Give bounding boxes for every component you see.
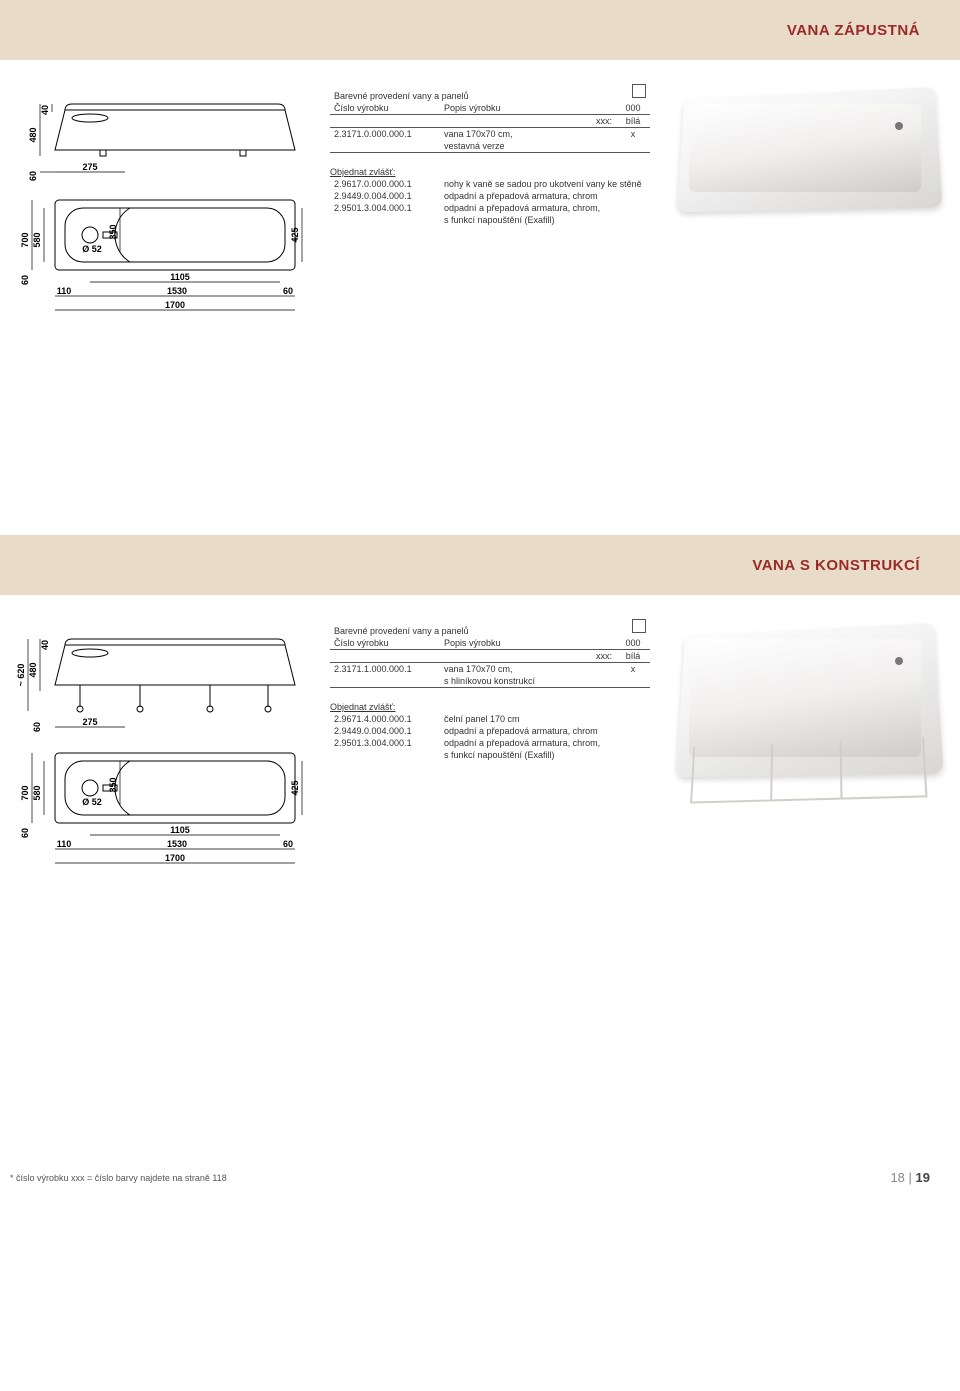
- svg-text:275: 275: [82, 162, 97, 172]
- col-desc: Popis výrobku: [440, 637, 616, 650]
- table-row: 2.9671.4.000.000.1čelní panel 170 cm: [330, 713, 650, 725]
- page-number: 18 | 19: [890, 1170, 930, 1185]
- spec-table-zapustna: Barevné provedení vany a panelů Číslo vý…: [320, 80, 660, 226]
- svg-text:Ø 52: Ø 52: [82, 244, 102, 254]
- xxx-label: xxx:: [440, 115, 616, 128]
- section-header-konstrukci: VANA S KONSTRUKCÍ: [0, 535, 960, 595]
- svg-text:700: 700: [20, 232, 30, 247]
- accessory-title: Objednat zvlášť:: [330, 702, 650, 712]
- product-desc-l2: s hliníkovou konstrukcí: [440, 675, 616, 688]
- svg-text:40: 40: [40, 105, 50, 115]
- svg-text:60: 60: [283, 286, 293, 296]
- svg-text:~ 620: ~ 620: [16, 664, 26, 687]
- col-code: Číslo výrobku: [330, 102, 440, 115]
- col-desc: Popis výrobku: [440, 102, 616, 115]
- svg-text:425: 425: [290, 227, 300, 242]
- xxx-val: bílá: [616, 650, 650, 663]
- svg-text:1530: 1530: [167, 839, 187, 849]
- product-desc-l1: vana 170x70 cm,: [440, 128, 616, 141]
- svg-text:60: 60: [283, 839, 293, 849]
- svg-text:1105: 1105: [170, 825, 190, 835]
- svg-text:110: 110: [57, 839, 72, 849]
- section-header-zapustna: VANA ZÁPUSTNÁ: [0, 0, 960, 60]
- intro-text: Barevné provedení vany a panelů: [334, 626, 469, 636]
- accessory-list: 2.9617.0.000.000.1nohy k vaně se sadou p…: [330, 178, 650, 226]
- accessory-title: Objednat zvlášť:: [330, 167, 650, 177]
- table-row: s funkcí napouštění (Exafill): [330, 749, 650, 761]
- xxx-label: xxx:: [440, 650, 616, 663]
- table-row: 2.9501.3.004.000.1odpadní a přepadová ar…: [330, 737, 650, 749]
- svg-text:580: 580: [32, 232, 42, 247]
- svg-text:425: 425: [290, 780, 300, 795]
- svg-text:275: 275: [82, 717, 97, 727]
- svg-text:1700: 1700: [165, 300, 185, 310]
- spec-table-konstrukci: Barevné provedení vany a panelů Číslo vý…: [320, 615, 660, 761]
- svg-text:60: 60: [20, 828, 30, 838]
- section-title: VANA S KONSTRUKCÍ: [752, 557, 920, 574]
- product-mark: x: [616, 128, 650, 141]
- product-photo-zapustna: [660, 80, 950, 210]
- svg-text:1105: 1105: [170, 272, 190, 282]
- col-000: 000: [616, 637, 650, 650]
- svg-text:480: 480: [28, 127, 38, 142]
- svg-text:60: 60: [20, 275, 30, 285]
- svg-text:1700: 1700: [165, 853, 185, 863]
- svg-text:Ø 52: Ø 52: [82, 797, 102, 807]
- svg-text:60: 60: [28, 171, 38, 181]
- accessory-list: 2.9671.4.000.000.1čelní panel 170 cm 2.9…: [330, 713, 650, 761]
- intro-text: Barevné provedení vany a panelů: [334, 91, 469, 101]
- svg-text:40: 40: [40, 640, 50, 650]
- section-zapustna: 480 40 60 275 700 580: [0, 60, 960, 375]
- page-footer: * číslo výrobku xxx = číslo barvy najdet…: [0, 1170, 960, 1205]
- svg-text:350: 350: [108, 777, 118, 792]
- svg-text:700: 700: [20, 785, 30, 800]
- color-swatch: [632, 619, 646, 633]
- table-row: 2.9501.3.004.000.1odpadní a přepadová ar…: [330, 202, 650, 214]
- table-row: 2.9449.0.004.000.1odpadní a přepadová ar…: [330, 190, 650, 202]
- col-000: 000: [616, 102, 650, 115]
- svg-text:110: 110: [57, 286, 72, 296]
- product-desc-l1: vana 170x70 cm,: [440, 663, 616, 676]
- table-row: s funkcí napouštění (Exafill): [330, 214, 650, 226]
- footnote-text: * číslo výrobku xxx = číslo barvy najdet…: [10, 1173, 227, 1183]
- frame-icon: [690, 737, 927, 803]
- xxx-val: bílá: [616, 115, 650, 128]
- diagram-zapustna: 480 40 60 275 700 580: [10, 80, 320, 365]
- product-code: 2.3171.1.000.000.1: [330, 663, 440, 676]
- table-row: 2.9617.0.000.000.1nohy k vaně se sadou p…: [330, 178, 650, 190]
- color-swatch: [632, 84, 646, 98]
- section-title: VANA ZÁPUSTNÁ: [787, 22, 920, 39]
- svg-text:480: 480: [28, 662, 38, 677]
- product-code: 2.3171.0.000.000.1: [330, 128, 440, 141]
- col-code: Číslo výrobku: [330, 637, 440, 650]
- svg-text:350: 350: [108, 224, 118, 239]
- product-desc-l2: vestavná verze: [440, 140, 616, 153]
- svg-text:60: 60: [32, 722, 42, 732]
- table-row: 2.9449.0.004.000.1odpadní a přepadová ar…: [330, 725, 650, 737]
- svg-text:1530: 1530: [167, 286, 187, 296]
- diagram-konstrukci: ~ 620 480 40 60 275 700 580: [10, 615, 320, 900]
- svg-text:580: 580: [32, 785, 42, 800]
- product-mark: x: [616, 663, 650, 676]
- section-konstrukci: ~ 620 480 40 60 275 700 580: [0, 595, 960, 910]
- product-photo-konstrukci: [660, 615, 950, 775]
